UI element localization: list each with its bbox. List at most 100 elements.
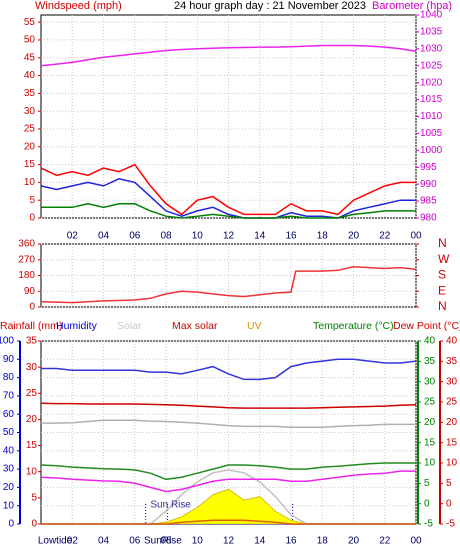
line bbox=[40, 470, 416, 493]
y-tick-label: 1020 bbox=[420, 77, 443, 88]
y-tick-label: 1025 bbox=[420, 60, 443, 71]
y-tick-label: 80 bbox=[3, 372, 15, 383]
y-tick-label: 35 bbox=[26, 336, 38, 347]
y-tick-label: 15 bbox=[24, 159, 36, 170]
y-tick-label: 10 bbox=[424, 458, 436, 469]
y-tick-label: 15 bbox=[424, 437, 436, 448]
y-tick-label: -5 bbox=[424, 519, 433, 530]
x-tick-label: 16 bbox=[285, 231, 297, 242]
x-tick-label: 02 bbox=[67, 536, 79, 547]
line bbox=[40, 44, 417, 67]
y-tick-label: 90 bbox=[3, 354, 15, 365]
y-tick-label: N bbox=[438, 236, 447, 250]
x-tick-label: 08 bbox=[160, 231, 172, 242]
y-tick-label: 100 bbox=[0, 336, 14, 347]
y-tick-label: 30 bbox=[24, 106, 36, 117]
annotation: Lowtide bbox=[38, 536, 73, 547]
legend-label: Dew Point (°C) bbox=[393, 320, 460, 332]
x-tick-label: 10 bbox=[192, 536, 204, 547]
line bbox=[41, 203, 416, 219]
x-tick-label: 20 bbox=[348, 536, 360, 547]
y-tick-label: 5 bbox=[29, 195, 35, 206]
y-tick-label: 35 bbox=[24, 88, 36, 99]
y-tick-label: 5 bbox=[446, 478, 452, 489]
y-tick-label: 40 bbox=[424, 336, 436, 347]
y-tick-label: 30 bbox=[446, 376, 458, 387]
y-tick-label: 180 bbox=[18, 270, 35, 281]
line bbox=[41, 419, 416, 428]
chart-title: 24 hour graph day : 21 November 2023 bbox=[174, 0, 366, 12]
y-tick-label: 10 bbox=[446, 458, 458, 469]
y-tick-label: 90 bbox=[24, 286, 36, 297]
y-tick-label: 30 bbox=[3, 464, 15, 475]
y-tick-label: 40 bbox=[446, 336, 458, 347]
y-tick-label: 25 bbox=[446, 397, 458, 408]
y-tick-label: 0 bbox=[31, 519, 37, 530]
legend-label: Solar bbox=[117, 320, 142, 332]
y-tick-label: E bbox=[438, 283, 446, 297]
x-tick-label: 22 bbox=[379, 231, 391, 242]
x-tick-label: 04 bbox=[98, 231, 110, 242]
y-tick-label: 270 bbox=[18, 254, 35, 265]
legend-label: Rainfall (mm) bbox=[0, 320, 62, 332]
annotation: Sun Rise bbox=[150, 500, 191, 511]
x-tick-label: 04 bbox=[98, 536, 110, 547]
x-tick-label: 00 bbox=[410, 231, 422, 242]
line bbox=[40, 163, 416, 216]
y-axis-title: Windspeed (mph) bbox=[35, 0, 122, 12]
legend-label: UV bbox=[247, 320, 262, 332]
y-tick-label: 20 bbox=[3, 482, 15, 493]
line bbox=[40, 266, 417, 304]
x-tick-label: 08 bbox=[160, 536, 172, 547]
y-tick-label: S bbox=[438, 268, 446, 282]
x-tick-label: 12 bbox=[223, 536, 235, 547]
y-tick-label: 25 bbox=[24, 124, 36, 135]
y-tick-label: 0 bbox=[8, 519, 14, 530]
y-tick-label: -5 bbox=[446, 519, 455, 530]
x-tick-label: 06 bbox=[129, 536, 141, 547]
legend-label: Max solar bbox=[172, 320, 218, 332]
y-tick-label: 10 bbox=[3, 500, 15, 511]
y-tick-label: 50 bbox=[3, 427, 15, 438]
y-tick-label: 10 bbox=[26, 466, 38, 477]
y-tick-label: 20 bbox=[26, 414, 38, 425]
y-tick-label: 1005 bbox=[420, 128, 443, 139]
y-tick-label: 15 bbox=[26, 440, 38, 451]
y-tick-label: 30 bbox=[424, 376, 436, 387]
legend-label: Humidity bbox=[56, 320, 98, 332]
y-tick-label: 25 bbox=[424, 397, 436, 408]
y-tick-label: 20 bbox=[24, 141, 36, 152]
line bbox=[40, 402, 417, 409]
x-tick-label: 16 bbox=[285, 536, 297, 547]
x-tick-label: 06 bbox=[129, 231, 141, 242]
y-tick-label: 40 bbox=[3, 445, 15, 456]
y-tick-label: 985 bbox=[420, 196, 437, 207]
y-tick-label: 5 bbox=[31, 492, 37, 503]
y-tick-label: 980 bbox=[420, 213, 437, 224]
annotation: SunRise bbox=[144, 536, 182, 547]
x-tick-label: 22 bbox=[379, 536, 391, 547]
legend-label: Temperature (°C) bbox=[313, 320, 394, 332]
y-tick-label: 995 bbox=[420, 162, 437, 173]
line bbox=[41, 358, 417, 381]
y-tick-label: 55 bbox=[24, 17, 36, 28]
y-tick-label: 35 bbox=[446, 356, 458, 367]
x-tick-label: 10 bbox=[192, 231, 204, 242]
x-tick-label: 14 bbox=[254, 536, 266, 547]
line bbox=[40, 462, 416, 481]
y-tick-label: 25 bbox=[26, 388, 38, 399]
y-tick-label: 10 bbox=[24, 177, 36, 188]
y-tick-label: N bbox=[438, 299, 447, 313]
x-tick-label: 18 bbox=[317, 231, 329, 242]
y-tick-label: 35 bbox=[424, 356, 436, 367]
y-tick-label: 1000 bbox=[420, 145, 443, 156]
y-tick-label: 0 bbox=[29, 302, 35, 313]
y-tick-label: 1010 bbox=[420, 111, 443, 122]
y-tick-label: 1030 bbox=[420, 43, 443, 54]
y-tick-label: 20 bbox=[424, 417, 436, 428]
x-tick-label: 20 bbox=[348, 231, 360, 242]
x-tick-label: 14 bbox=[254, 231, 266, 242]
y-tick-label: W bbox=[438, 252, 450, 266]
